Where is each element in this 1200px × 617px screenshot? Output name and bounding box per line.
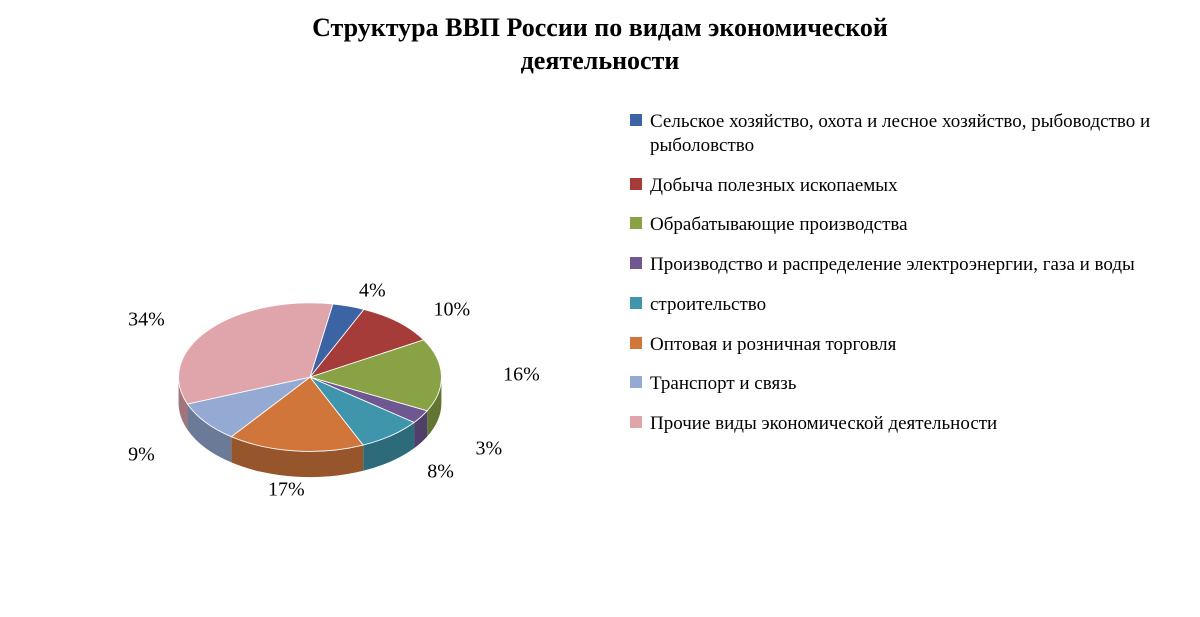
- pie-slice-label: 34%: [128, 308, 165, 331]
- legend-label: Добыча полезных ископаемых: [650, 174, 898, 198]
- legend-label: Транспорт и связь: [650, 372, 796, 396]
- legend-item: Транспорт и связь: [630, 372, 1170, 396]
- legend-swatch: [630, 376, 642, 388]
- legend-label: Производство и распределение электроэнер…: [650, 253, 1135, 277]
- pie-chart-svg: [80, 200, 540, 520]
- chart-container: Структура ВВП России по видам экономичес…: [0, 0, 1200, 617]
- legend-item: строительство: [630, 293, 1170, 317]
- legend: Сельское хозяйство, охота и лесное хозяй…: [630, 110, 1170, 452]
- legend-label: Прочие виды экономической деятельности: [650, 412, 997, 436]
- pie-slice-label: 3%: [476, 437, 503, 460]
- legend-swatch: [630, 178, 642, 190]
- legend-swatch: [630, 337, 642, 349]
- pie-top: [179, 303, 442, 452]
- legend-swatch: [630, 297, 642, 309]
- legend-swatch: [630, 114, 642, 126]
- pie-slice-label: 9%: [128, 444, 155, 467]
- pie-slice-label: 4%: [359, 279, 386, 302]
- pie-slice-label: 17%: [268, 479, 305, 502]
- legend-item: Оптовая и розничная торговля: [630, 333, 1170, 357]
- legend-label: Сельское хозяйство, охота и лесное хозяй…: [650, 110, 1170, 158]
- legend-item: Производство и распределение электроэнер…: [630, 253, 1170, 277]
- pie-slice-label: 16%: [503, 363, 540, 386]
- legend-item: Добыча полезных ископаемых: [630, 174, 1170, 198]
- legend-swatch: [630, 217, 642, 229]
- pie-slice-label: 8%: [427, 460, 454, 483]
- legend-label: Обрабатывающие производства: [650, 213, 908, 237]
- legend-swatch: [630, 416, 642, 428]
- legend-item: Обрабатывающие производства: [630, 213, 1170, 237]
- legend-label: Оптовая и розничная торговля: [650, 333, 896, 357]
- chart-title: Структура ВВП России по видам экономичес…: [0, 12, 1200, 77]
- legend-item: Сельское хозяйство, охота и лесное хозяй…: [630, 110, 1170, 158]
- legend-label: строительство: [650, 293, 766, 317]
- legend-swatch: [630, 257, 642, 269]
- pie-chart-area: 4% 10% 16% 3% 8% 17% 9% 34%: [30, 160, 590, 560]
- pie-slice-label: 10%: [433, 298, 470, 321]
- legend-item: Прочие виды экономической деятельности: [630, 412, 1170, 436]
